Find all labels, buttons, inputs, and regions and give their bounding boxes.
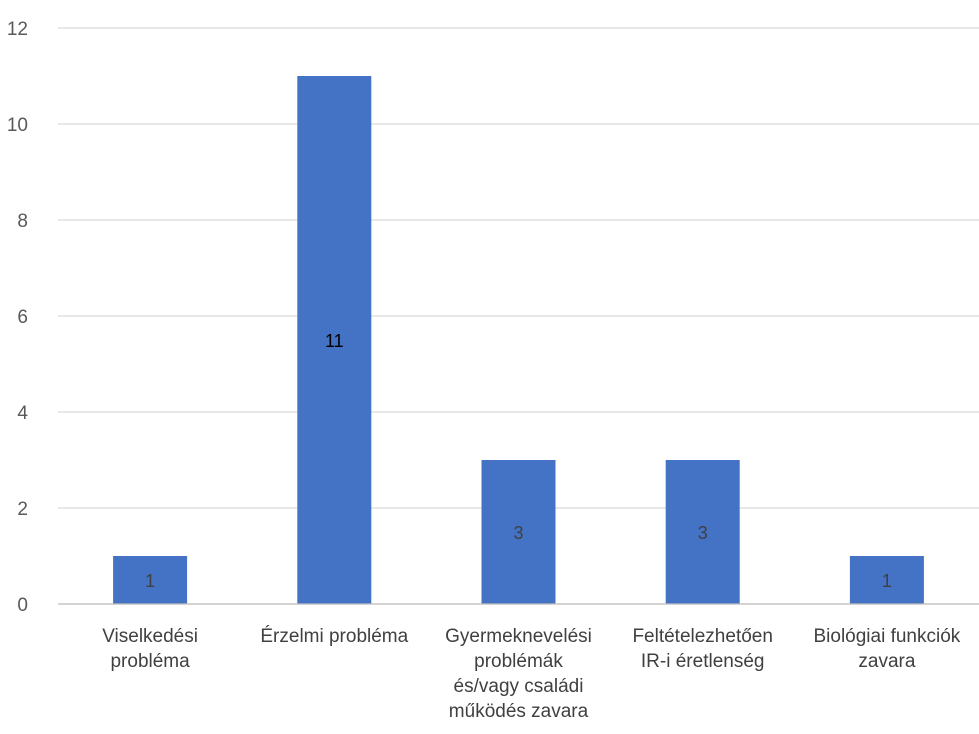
x-category-label: Érzelmi probléma <box>260 626 408 647</box>
y-tick-label: 4 <box>17 403 28 424</box>
y-tick-label: 8 <box>17 211 28 232</box>
x-category-label: működés zavara <box>449 701 589 722</box>
x-category-label: Feltételezhetően <box>632 626 773 647</box>
x-category-label: IR-i éretlenség <box>641 651 765 672</box>
y-tick-label: 0 <box>17 595 28 616</box>
bar <box>481 460 556 604</box>
y-tick-label: 10 <box>7 115 28 136</box>
y-tick-label: 12 <box>7 19 28 40</box>
gridlines <box>58 27 979 605</box>
bars <box>113 76 924 604</box>
y-tick-label: 2 <box>17 499 28 520</box>
bar <box>113 556 188 604</box>
data-label: 1 <box>145 571 155 591</box>
y-tick-label: 6 <box>17 307 28 328</box>
x-category-label: zavara <box>858 651 915 672</box>
bar <box>665 460 740 604</box>
x-category-label: és/vagy családi <box>454 676 584 697</box>
x-category-label: Gyermeknevelési <box>445 626 592 647</box>
x-category-label: Viselkedési <box>102 626 198 647</box>
data-label: 3 <box>513 523 523 543</box>
data-label: 1 <box>882 571 892 591</box>
x-category-label: Biológiai funkciók <box>813 626 960 647</box>
y-axis: 0 2 4 6 8 10 12 <box>7 19 29 616</box>
data-label: 3 <box>698 523 708 543</box>
x-axis: Viselkedési probléma Érzelmi probléma Gyerm… <box>58 603 979 722</box>
x-category-label: probléma <box>110 651 190 672</box>
data-label: 11 <box>325 331 344 351</box>
x-category-label: problémák <box>474 651 563 672</box>
bar <box>297 76 372 604</box>
bar <box>849 556 924 604</box>
